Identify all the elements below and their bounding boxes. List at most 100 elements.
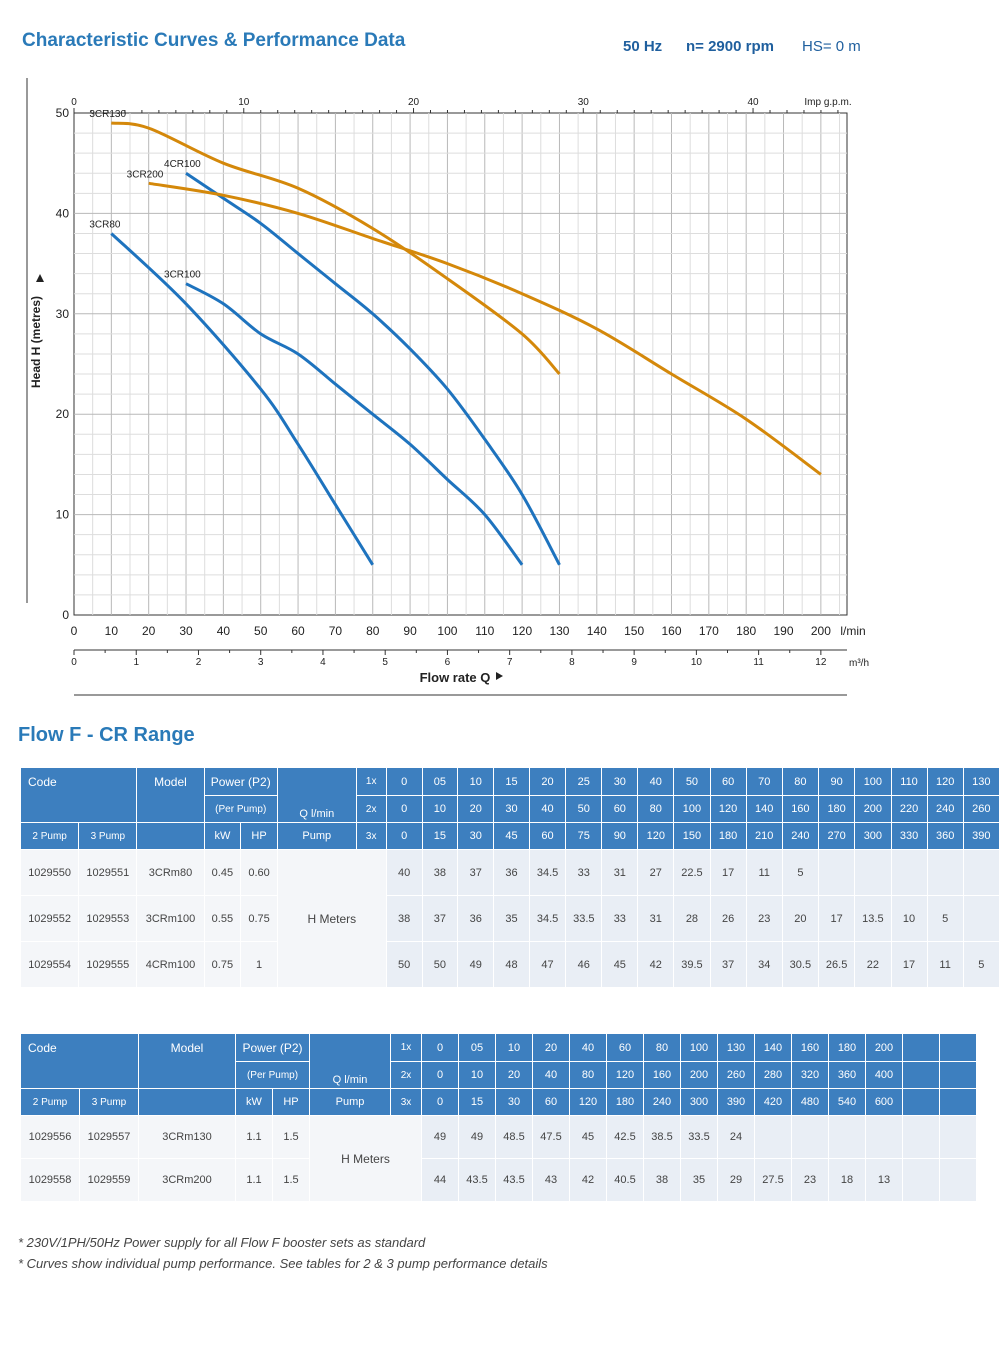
flow-cell: 0 <box>422 1089 458 1115</box>
flow-cell: 270 <box>819 823 855 849</box>
head-value-cell: 33.5 <box>566 896 602 941</box>
head-value-cell: 37 <box>710 942 746 987</box>
flow-cell: 45 <box>494 823 529 849</box>
x-tick-label: 60 <box>291 624 305 638</box>
chart-axes <box>26 78 847 696</box>
head-value-cell: 31 <box>602 850 638 895</box>
multiplier-cell: 2x <box>391 1062 421 1088</box>
flow-cell: 90 <box>819 768 855 795</box>
head-value-cell: 39.5 <box>674 942 710 987</box>
h-meters-cell: H Meters <box>277 850 386 987</box>
flow-cell: 20 <box>496 1062 532 1088</box>
multiplier-cell: 1x <box>356 768 386 795</box>
flow-cell: 0 <box>386 796 422 822</box>
y-tick-label: 40 <box>56 206 70 220</box>
series-label-3cr130: 3CR130 <box>89 109 126 120</box>
flow-cell: 60 <box>710 768 746 795</box>
head-value-cell: 38.5 <box>644 1116 680 1158</box>
per-pump-header: (Per Pump) <box>236 1062 309 1088</box>
x-tick-label: 190 <box>774 624 794 638</box>
flow-cell: 50 <box>566 796 602 822</box>
hp-header: HP <box>241 823 277 849</box>
imp-tick-label: 20 <box>408 97 420 108</box>
series-line-3cr80 <box>110 232 374 566</box>
flow-cell: 180 <box>607 1089 643 1115</box>
x-tick-label: 130 <box>549 624 569 638</box>
model-cell: 3CRm100 <box>137 896 204 941</box>
head-value-cell: 42.5 <box>607 1116 643 1158</box>
hp-cell: 0.75 <box>241 896 277 941</box>
flow-cell: 400 <box>866 1062 902 1088</box>
flow-cell: 10 <box>496 1034 532 1061</box>
flow-cell: 280 <box>755 1062 791 1088</box>
series-line-3cr200 <box>148 181 822 476</box>
y-tick-label: 50 <box>56 106 70 120</box>
head-value-cell: 26 <box>710 896 746 941</box>
m3h-tick-label: 11 <box>753 657 764 668</box>
flow-cell: 15 <box>494 768 529 795</box>
x-tick-label: 90 <box>403 624 417 638</box>
power-header: Power (P2) <box>204 768 277 795</box>
head-value-cell: 40 <box>386 850 422 895</box>
head-value-cell: 35 <box>681 1159 717 1201</box>
imp-tick-label: 10 <box>238 97 250 108</box>
flow-cell: 100 <box>674 796 710 822</box>
flow-cell: 260 <box>963 796 999 822</box>
x-tick-label: 40 <box>217 624 231 638</box>
m3h-tick-label: 6 <box>445 657 451 668</box>
x-tick-label: 20 <box>142 624 156 638</box>
header-row: (Per Pump) 2x 0 10 20 30 40 50 60 80 100 120 140 160 1… <box>21 796 999 822</box>
flow-cell: 260 <box>718 1062 754 1088</box>
m3h-tick-label: 12 <box>815 657 827 668</box>
code-3pump-cell: 1029557 <box>80 1116 138 1158</box>
imp-tick-label: 30 <box>578 97 590 108</box>
head-value-cell: 46 <box>566 942 602 987</box>
multiplier-cell: 3x <box>356 823 386 849</box>
model-cell: 3CRm200 <box>139 1159 235 1201</box>
series-label-3cr100: 3CR100 <box>164 270 201 281</box>
head-value-cell: 42 <box>570 1159 606 1201</box>
pump2-header: 2 Pump <box>21 823 79 849</box>
x-tick-label: 50 <box>254 624 268 638</box>
y-axis-label: Head H (metres) <box>29 296 43 388</box>
flow-cell <box>903 1089 939 1115</box>
performance-table-1: Code Model Power (P2) Q l/min 1x 0 05 10 15 20 25 3… <box>20 767 1000 988</box>
flow-cell: 30 <box>602 768 638 795</box>
table-1-body: Code Model Power (P2) Q l/min 1x 0 05 10 15 20 25 3… <box>21 768 999 987</box>
flow-cell: 420 <box>755 1089 791 1115</box>
head-value-cell <box>940 1116 976 1158</box>
head-value-cell: 43.5 <box>496 1159 532 1201</box>
model-header: Model <box>137 768 204 822</box>
pump-header: Pump <box>310 1089 390 1115</box>
flow-cell: 240 <box>644 1089 680 1115</box>
flow-cell: 210 <box>746 823 782 849</box>
code-header: Code <box>21 1034 138 1088</box>
head-value-cell <box>819 850 855 895</box>
flow-cell <box>940 1062 976 1088</box>
head-value-cell: 37 <box>422 896 458 941</box>
chart-series <box>110 121 822 566</box>
plot-area <box>73 112 848 616</box>
flow-cell: 330 <box>891 823 927 849</box>
model-header-blank <box>139 1089 235 1115</box>
head-value-cell: 20 <box>782 896 818 941</box>
model-cell: 3CRm130 <box>139 1116 235 1158</box>
x-tick-label: 200 <box>811 624 831 638</box>
kw-cell: 0.55 <box>204 896 241 941</box>
head-value-cell <box>855 850 891 895</box>
m3h-unit-label: m³/h <box>849 658 869 669</box>
kw-cell: 0.75 <box>204 942 241 987</box>
flow-cell: 80 <box>570 1062 606 1088</box>
flow-cell: 390 <box>963 823 999 849</box>
flow-cell: 30 <box>494 796 529 822</box>
head-value-cell: 23 <box>792 1159 828 1201</box>
frequency-label: 50 Hz <box>623 38 663 55</box>
flow-cell: 0 <box>422 1062 458 1088</box>
multiplier-cell: 1x <box>391 1034 421 1061</box>
header-row: Code Model Power (P2) Q l/min 1x 0 05 10 20 40 60 8… <box>21 1034 976 1088</box>
code-2pump-cell: 1029552 <box>21 896 79 941</box>
head-value-cell: 17 <box>710 850 746 895</box>
flow-cell: 240 <box>927 796 963 822</box>
flow-cell: 130 <box>963 768 999 795</box>
y-tick-label: 0 <box>62 608 69 622</box>
